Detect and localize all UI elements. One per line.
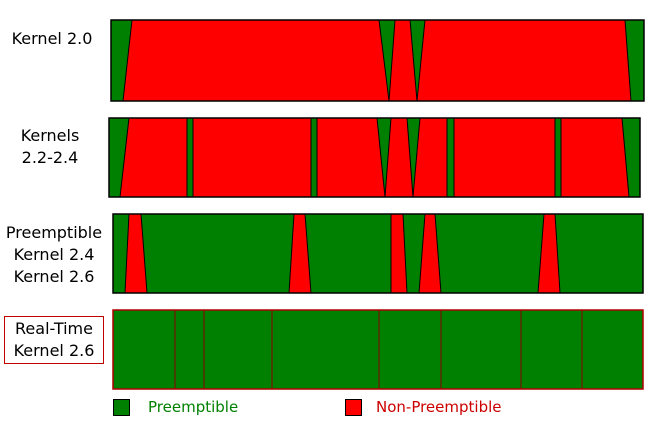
timeline-preemptible-2-4-2-6: [112, 213, 644, 294]
non-preemptible-segment: [538, 214, 560, 293]
non-preemptible-segment: [389, 20, 417, 101]
timeline-edge: [409, 19, 418, 102]
non-preemptible-segment: [385, 118, 413, 197]
timeline-real-time-2-6: [112, 309, 644, 390]
row-label-kernel-2-0: Kernel 2.0: [8, 28, 96, 50]
timeline-outline: [112, 213, 644, 294]
non-preemptible-segment: [391, 214, 407, 293]
row-label-real-time-2-6: Real-Time Kernel 2.6: [4, 316, 104, 364]
non-preemptible-segment: [454, 118, 555, 197]
row-label-line: Kernel 2.0: [11, 29, 93, 48]
non-preemptible-segment: [413, 118, 447, 197]
timeline-kernels-2-2-2-4: [108, 117, 641, 198]
timeline-edge: [304, 213, 312, 294]
row-label-line: 2.2-2.4: [21, 148, 79, 167]
timeline-edge: [624, 19, 632, 102]
row-label-preemptible-2-4-2-6: Preemptible Kernel 2.4 Kernel 2.6: [0, 222, 108, 288]
timeline-edge: [376, 117, 386, 198]
non-preemptible-segment: [120, 118, 187, 197]
timeline-outline: [108, 117, 641, 198]
row-label-line: Preemptible: [5, 223, 103, 242]
timeline-edge: [554, 213, 561, 294]
timeline-edge: [288, 213, 295, 294]
timeline-edge: [140, 213, 148, 294]
timeline-edge: [124, 213, 130, 294]
row-label-line: Real-Time: [15, 319, 93, 338]
legend-swatch-preemptible: [113, 399, 130, 416]
timeline-edge: [122, 19, 133, 102]
row-label-line: Kernel 2.4: [13, 245, 95, 264]
timeline-edge: [416, 19, 426, 102]
non-preemptible-segment: [317, 118, 385, 197]
row-label-kernels-2-2-2-4: Kernels 2.2-2.4: [6, 125, 94, 169]
timeline-edge: [434, 213, 442, 294]
preemptible-band: [113, 310, 643, 389]
timeline-edge: [621, 117, 630, 198]
non-preemptible-segment: [125, 214, 147, 293]
timeline-edge: [537, 213, 545, 294]
row-label-line: Kernels: [20, 126, 80, 145]
row-label-line: Kernel 2.6: [13, 341, 95, 360]
timeline-edge: [418, 213, 426, 294]
timeline-kernel-2-0: [110, 19, 645, 102]
non-preemptible-segment: [193, 118, 311, 197]
timeline-edge: [402, 213, 408, 294]
timeline-outline: [112, 309, 644, 390]
non-preemptible-segment: [123, 20, 389, 101]
legend-swatch-non-preemptible: [345, 399, 362, 416]
non-preemptible-segment: [417, 20, 631, 101]
timeline-edge: [388, 19, 396, 102]
legend-label-non-preemptible: Non-Preemptible: [376, 398, 502, 416]
non-preemptible-segment: [289, 214, 311, 293]
non-preemptible-segment: [419, 214, 441, 293]
legend-label-preemptible: Preemptible: [148, 398, 239, 416]
row-label-line: Kernel 2.6: [13, 267, 95, 286]
timeline-edge: [378, 19, 390, 102]
preemptible-band: [113, 214, 643, 293]
timeline-edge: [119, 117, 130, 198]
timeline-edge: [384, 117, 392, 198]
timeline-outline: [110, 19, 645, 102]
non-preemptible-segment: [561, 118, 629, 197]
timeline-edge: [412, 117, 421, 198]
timeline-edge: [406, 117, 414, 198]
